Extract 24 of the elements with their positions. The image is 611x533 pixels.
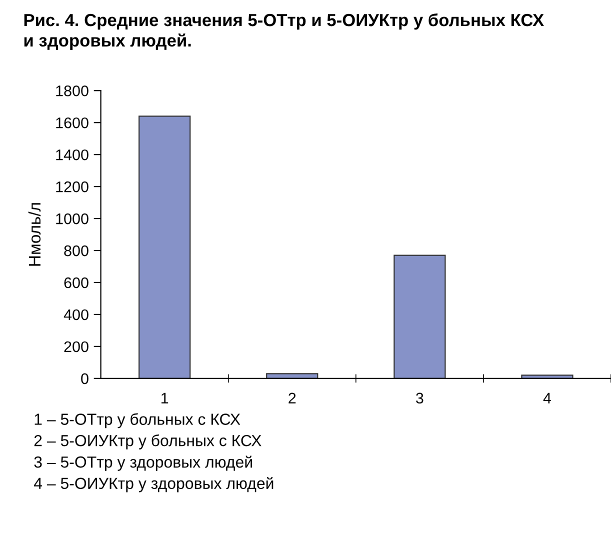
bar (521, 374, 574, 378)
y-tick-label: 1000 (56, 213, 88, 224)
y-tick-label: 1200 (56, 181, 88, 192)
text: 2 – 5-ОИУКтр у больных с КСХ (34, 434, 262, 450)
y-tick-label: 1600 (56, 117, 88, 128)
y-tick-label: 1400 (56, 149, 88, 160)
bar (394, 254, 446, 378)
x-tick-label: 3 (416, 392, 424, 404)
text: 4 – 5-ОИУКтр у здоровых людей (34, 477, 274, 492)
x-tick-label: 2 (288, 392, 296, 404)
x-tick-label: 4 (543, 392, 552, 404)
bar (138, 116, 191, 378)
y-tick-label: 600 (64, 277, 88, 288)
chart-title: Рис. 4. Средние значения 5-ОТтр и 5-ОИУКтр у больных КСХ и здоровых людей. (24, 13, 544, 50)
y-axis-title: Нмоль/л (28, 203, 41, 266)
y-tick-label: 1800 (56, 85, 88, 96)
y-tick-label: 0 (81, 373, 88, 384)
y-tick-label: 200 (64, 341, 88, 352)
text: 1 – 5-ОТтр у больных с КСХ (34, 413, 240, 428)
x-tick-label: 1 (162, 392, 168, 404)
y-tick-label: 800 (64, 245, 88, 256)
bar (266, 373, 318, 378)
y-tick-label: 400 (64, 309, 88, 320)
text: 3 – 5-ОТтр у здоровых людей (34, 456, 252, 471)
